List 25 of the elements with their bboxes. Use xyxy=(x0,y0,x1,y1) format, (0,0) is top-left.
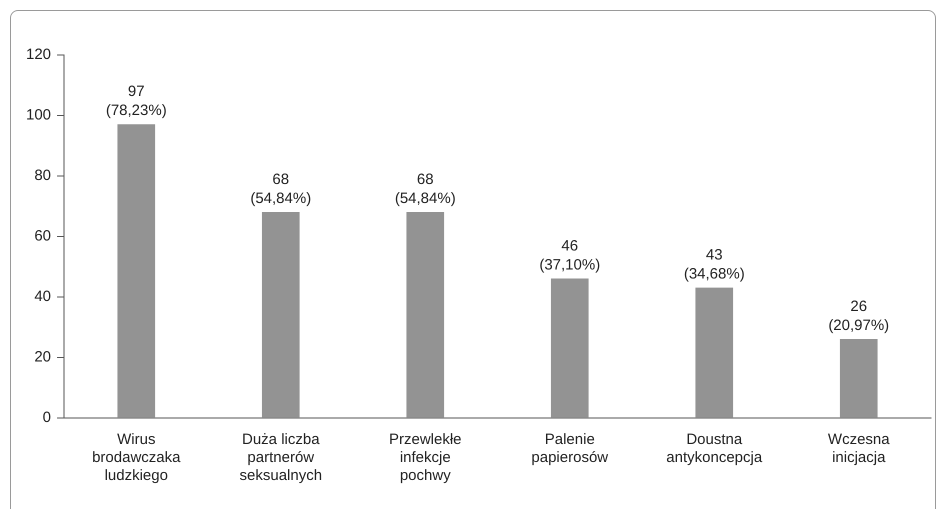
bar xyxy=(550,278,589,418)
bar xyxy=(262,212,300,418)
x-tick-label: Duża liczba partnerów seksualnych xyxy=(239,431,322,484)
bar xyxy=(695,288,734,418)
x-tick-label: Przewlekłe infekcje pochwy xyxy=(389,431,462,484)
bar xyxy=(840,339,878,418)
y-tick-label: 120 xyxy=(26,46,52,64)
y-tick-label: 100 xyxy=(26,106,52,124)
y-tick-label: 0 xyxy=(42,409,52,426)
data-label: 68 (54,84%) xyxy=(250,170,312,207)
data-label: 97 (78,23%) xyxy=(106,83,167,120)
bar xyxy=(117,124,156,418)
data-label: 46 (37,10%) xyxy=(539,237,600,274)
data-label: 68 (54,84%) xyxy=(394,170,456,207)
y-tick-label: 60 xyxy=(34,228,52,245)
y-tick-label: 80 xyxy=(34,167,52,184)
data-label: 26 (20,97%) xyxy=(828,298,890,334)
bar xyxy=(406,212,444,418)
y-tick-label: 40 xyxy=(34,288,52,306)
x-tick-label: Wirus brodawczaka ludzkiego xyxy=(92,431,182,484)
data-label: 43 (34,68%) xyxy=(684,246,745,283)
x-tick-label: Wczesna inicjacja xyxy=(828,431,890,466)
x-tick-label: Palenie papierosów xyxy=(531,431,608,466)
x-tick-label: Doustna antykoncepcja xyxy=(666,431,763,466)
y-tick-label: 20 xyxy=(34,348,52,366)
